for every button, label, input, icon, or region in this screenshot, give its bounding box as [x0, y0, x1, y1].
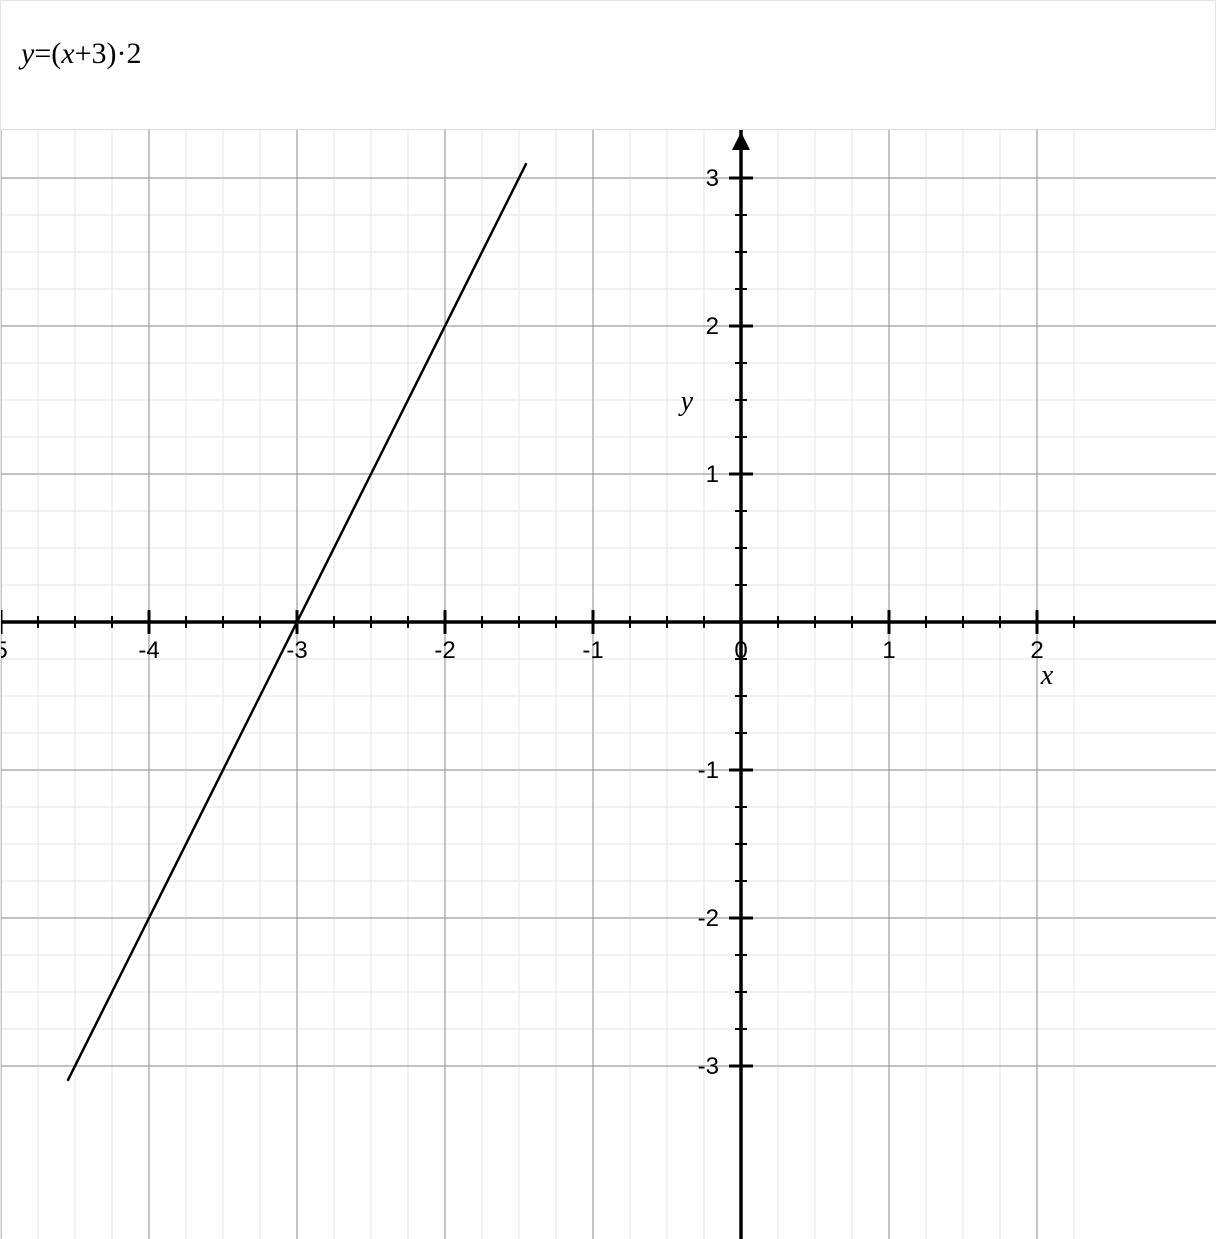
- x-axis-label: x: [1040, 660, 1054, 691]
- y-tick-label: -1: [698, 757, 719, 784]
- eq-plus3: +3: [75, 37, 107, 70]
- chart-area: 0125-4-3-2-1123-3-2-1xy: [1, 129, 1216, 1239]
- x-tick-label: 0: [734, 637, 747, 664]
- eq-two: 2: [127, 37, 142, 70]
- y-tick-label: 3: [706, 165, 719, 192]
- x-tick-label: -3: [286, 637, 307, 664]
- x-tick-label: -4: [138, 637, 159, 664]
- eq-rparen: ): [107, 37, 117, 70]
- eq-dot: ·: [117, 37, 127, 70]
- y-tick-label: 1: [706, 461, 719, 488]
- x-tick-label: -2: [434, 637, 455, 664]
- x-tick-label: 1: [882, 637, 895, 664]
- chart-svg: 0125-4-3-2-1123-3-2-1xy: [1, 130, 1216, 1239]
- eq-var-x: x: [61, 37, 74, 70]
- chart-background: [1, 130, 1216, 1239]
- y-tick-label: -3: [698, 1053, 719, 1080]
- y-tick-label: 2: [706, 313, 719, 340]
- x-tick-label: 5: [1, 637, 8, 664]
- y-tick-label: -2: [698, 905, 719, 932]
- eq-lparen: (: [51, 37, 61, 70]
- eq-equals: =: [34, 37, 51, 70]
- x-tick-label: -1: [582, 637, 603, 664]
- y-axis-label: y: [678, 386, 694, 417]
- page-container: y=(x+3)·2 0125-4-3-2-1123-3-2-1xy: [0, 0, 1216, 1238]
- equation-expression: y=(x+3)·2: [21, 37, 142, 71]
- eq-var-y: y: [21, 37, 34, 70]
